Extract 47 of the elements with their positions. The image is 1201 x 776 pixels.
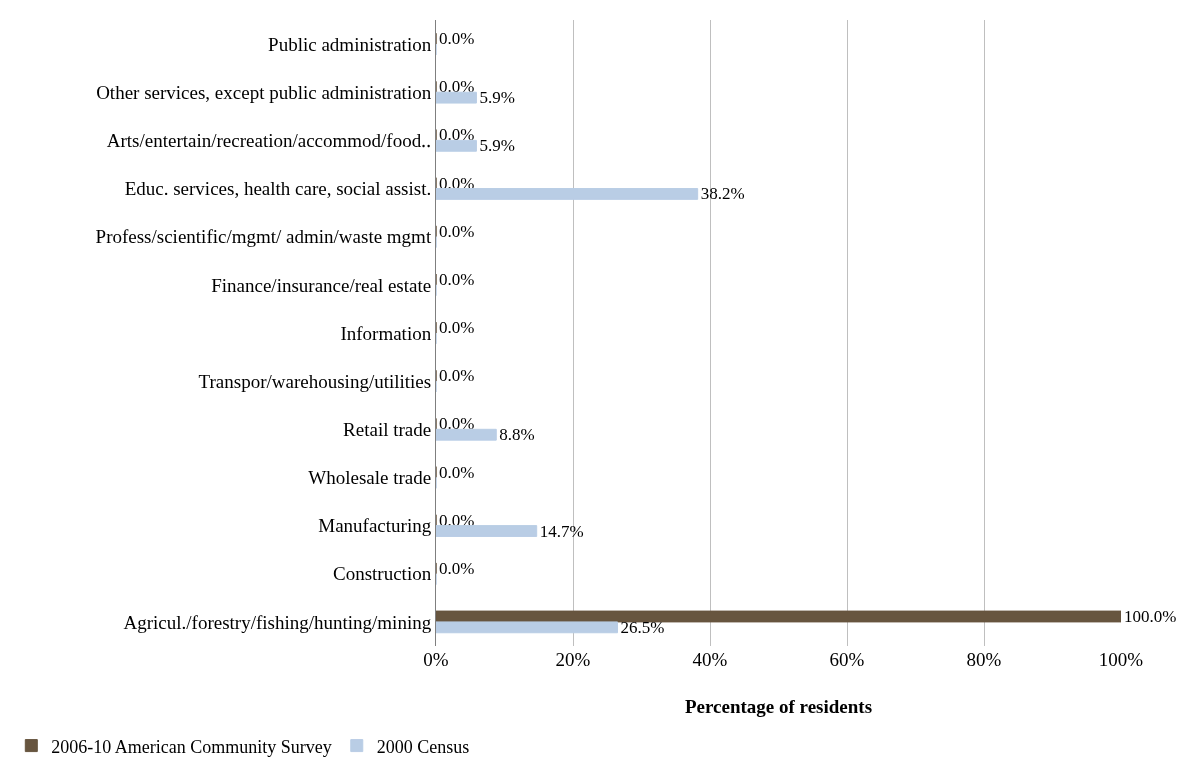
y-tick-label: Profess/scientific/mgmt/ admin/waste mgmt	[95, 226, 432, 248]
y-tick-label: Other services, except public administration	[96, 81, 432, 103]
bar	[436, 525, 538, 537]
data-label: 26.5%	[620, 617, 665, 637]
data-label: 5.9%	[479, 88, 515, 108]
bar	[436, 621, 619, 634]
y-tick-label: Educ. services, health care, social assist.	[124, 178, 432, 200]
y-tick-label: Finance/insurance/real estate	[211, 274, 432, 296]
data-label: 38.2%	[700, 184, 745, 204]
bar	[436, 428, 497, 441]
x-axis-title: Percentage of residents	[684, 696, 873, 717]
x-tick-label: 60%	[829, 649, 865, 670]
y-tick-label: Construction	[333, 563, 432, 585]
data-label: 0.0%	[439, 318, 475, 338]
data-label: 0.0%	[439, 77, 475, 97]
data-label: 8.8%	[499, 425, 535, 445]
y-tick-label: Agricul./forestry/fishing/hunting/mining	[123, 611, 432, 633]
y-tick-label: Information	[340, 322, 432, 344]
data-label: 0.0%	[439, 558, 475, 578]
data-label: 0.0%	[439, 221, 475, 241]
x-tick-label: 80%	[966, 649, 1002, 670]
x-tick-label: 100%	[1098, 649, 1144, 670]
data-label: 0.0%	[439, 510, 475, 530]
data-label: 0.0%	[439, 269, 475, 289]
legend-label: 2000 Census	[376, 736, 470, 757]
bar	[436, 610, 1121, 623]
y-tick-label: Transpor/warehousing/utilities	[198, 370, 432, 392]
bar	[436, 91, 477, 104]
x-tick-label: 20%	[555, 649, 591, 670]
y-tick-label: Retail trade	[343, 418, 432, 440]
data-label: 0.0%	[439, 414, 475, 434]
data-label: 14.7%	[539, 521, 584, 541]
data-label: 100.0%	[1124, 607, 1177, 627]
bar	[436, 188, 699, 200]
data-label: 0.0%	[439, 462, 475, 482]
y-tick-label: Wholesale trade	[308, 467, 432, 489]
y-tick-label: Manufacturing	[318, 515, 432, 537]
bar	[436, 139, 477, 152]
legend-label: 2006-10 American Community Survey	[51, 736, 332, 757]
y-tick-label: Public administration	[268, 33, 432, 55]
x-tick-label: 40%	[692, 649, 728, 670]
data-label: 0.0%	[439, 366, 475, 386]
data-label: 0.0%	[439, 125, 475, 145]
y-tick-label: Arts/entertain/recreation/accommod/food‥	[106, 130, 432, 152]
x-tick-label: 0%	[423, 649, 449, 670]
data-label: 0.0%	[439, 29, 475, 49]
data-label: 5.9%	[479, 136, 515, 156]
